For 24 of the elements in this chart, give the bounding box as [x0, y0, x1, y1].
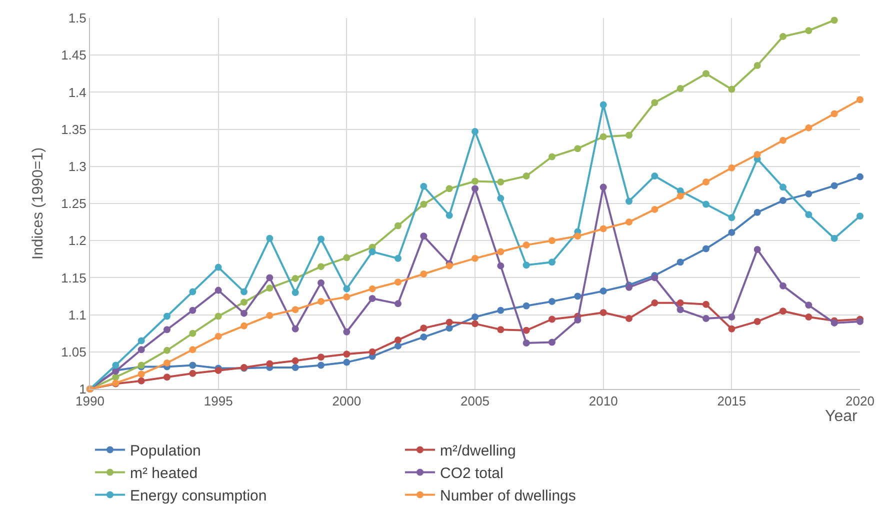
- y-tick-label: 1.2: [68, 233, 86, 248]
- legend-label: Number of dwellings: [440, 488, 576, 505]
- y-tick-label: 1.1: [68, 307, 86, 322]
- x-tick-label: 2000: [332, 394, 362, 409]
- x-tick-label: 2005: [460, 394, 490, 409]
- y-tick-label: 1.15: [61, 270, 86, 286]
- y-tick-label: 1.5: [68, 10, 86, 26]
- y-axis-title: Indices (1990=1): [29, 147, 46, 260]
- x-tick-label: 2010: [588, 394, 618, 409]
- legend-label: CO2 total: [440, 465, 504, 482]
- y-tick-label: 1.05: [61, 344, 86, 360]
- legend-label: m²/dwelling: [440, 442, 516, 460]
- y-tick-label: 1.45: [61, 48, 86, 63]
- y-tick-label: 1.35: [61, 122, 86, 137]
- x-axis-title: Year: [825, 408, 858, 425]
- y-tick-label: 1.4: [68, 84, 86, 100]
- legend-label: m² heated: [130, 465, 198, 482]
- x-tick-label: 1995: [204, 394, 233, 409]
- y-tick-label: 1.3: [68, 158, 86, 174]
- x-tick-label: 2015: [717, 394, 746, 409]
- x-tick-label: 2020: [846, 394, 874, 409]
- y-tick-label: 1.25: [61, 196, 86, 212]
- legend-label: Energy consumption: [130, 488, 267, 505]
- legend-label: Population: [130, 442, 201, 460]
